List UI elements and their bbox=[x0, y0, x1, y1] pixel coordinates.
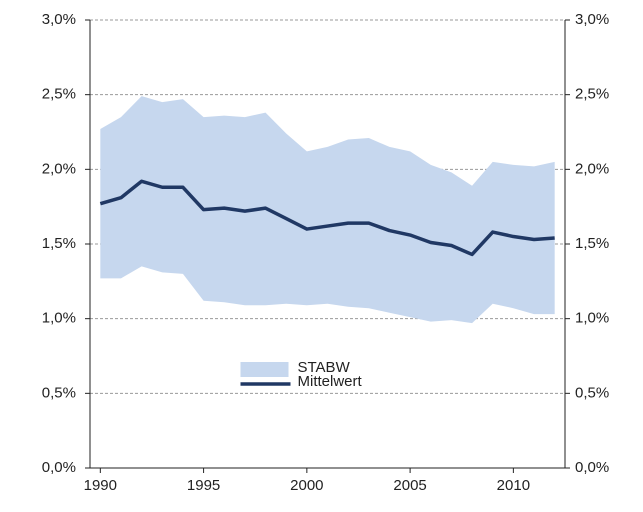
legend-label: STABW bbox=[298, 359, 351, 376]
axes: 0,0% 0,5% 1,0% 1,5% 2,0% 2,5% 3,0% 0,0% 0,5% 1,0%… bbox=[42, 11, 609, 494]
x-tick-label: 2005 bbox=[393, 477, 426, 494]
y2-tick-label: 0,0% bbox=[575, 459, 609, 476]
y2-tick-label: 1,5% bbox=[575, 235, 609, 252]
x-tick-label: 1995 bbox=[187, 477, 220, 494]
y-tick-label: 2,5% bbox=[42, 86, 76, 103]
line bbox=[99, 179, 555, 257]
legend-swatch bbox=[240, 362, 289, 377]
y2-tick-label: 2,0% bbox=[575, 160, 609, 177]
y2-tick-label: 0,5% bbox=[575, 384, 609, 401]
x-tick-label: 1990 bbox=[84, 477, 117, 494]
y2-tick-label: 1,0% bbox=[575, 310, 609, 327]
x-tick-label: 2010 bbox=[497, 477, 530, 494]
y-tick-label: 3,0% bbox=[42, 11, 76, 28]
y2-tick-label: 2,5% bbox=[575, 86, 609, 103]
plot-area bbox=[99, 96, 555, 324]
y-tick-label: 0,5% bbox=[42, 384, 76, 401]
y2-tick-label: 3,0% bbox=[575, 11, 609, 28]
y-tick-label: 0,0% bbox=[42, 459, 76, 476]
legend-label: Mittelwert bbox=[298, 373, 363, 390]
y-tick-label: 2,0% bbox=[42, 160, 76, 177]
x-tick-label: 2000 bbox=[290, 477, 323, 494]
y-tick-label: 1,0% bbox=[42, 310, 76, 327]
band-area bbox=[100, 96, 555, 324]
y-tick-label: 1,5% bbox=[42, 235, 76, 252]
